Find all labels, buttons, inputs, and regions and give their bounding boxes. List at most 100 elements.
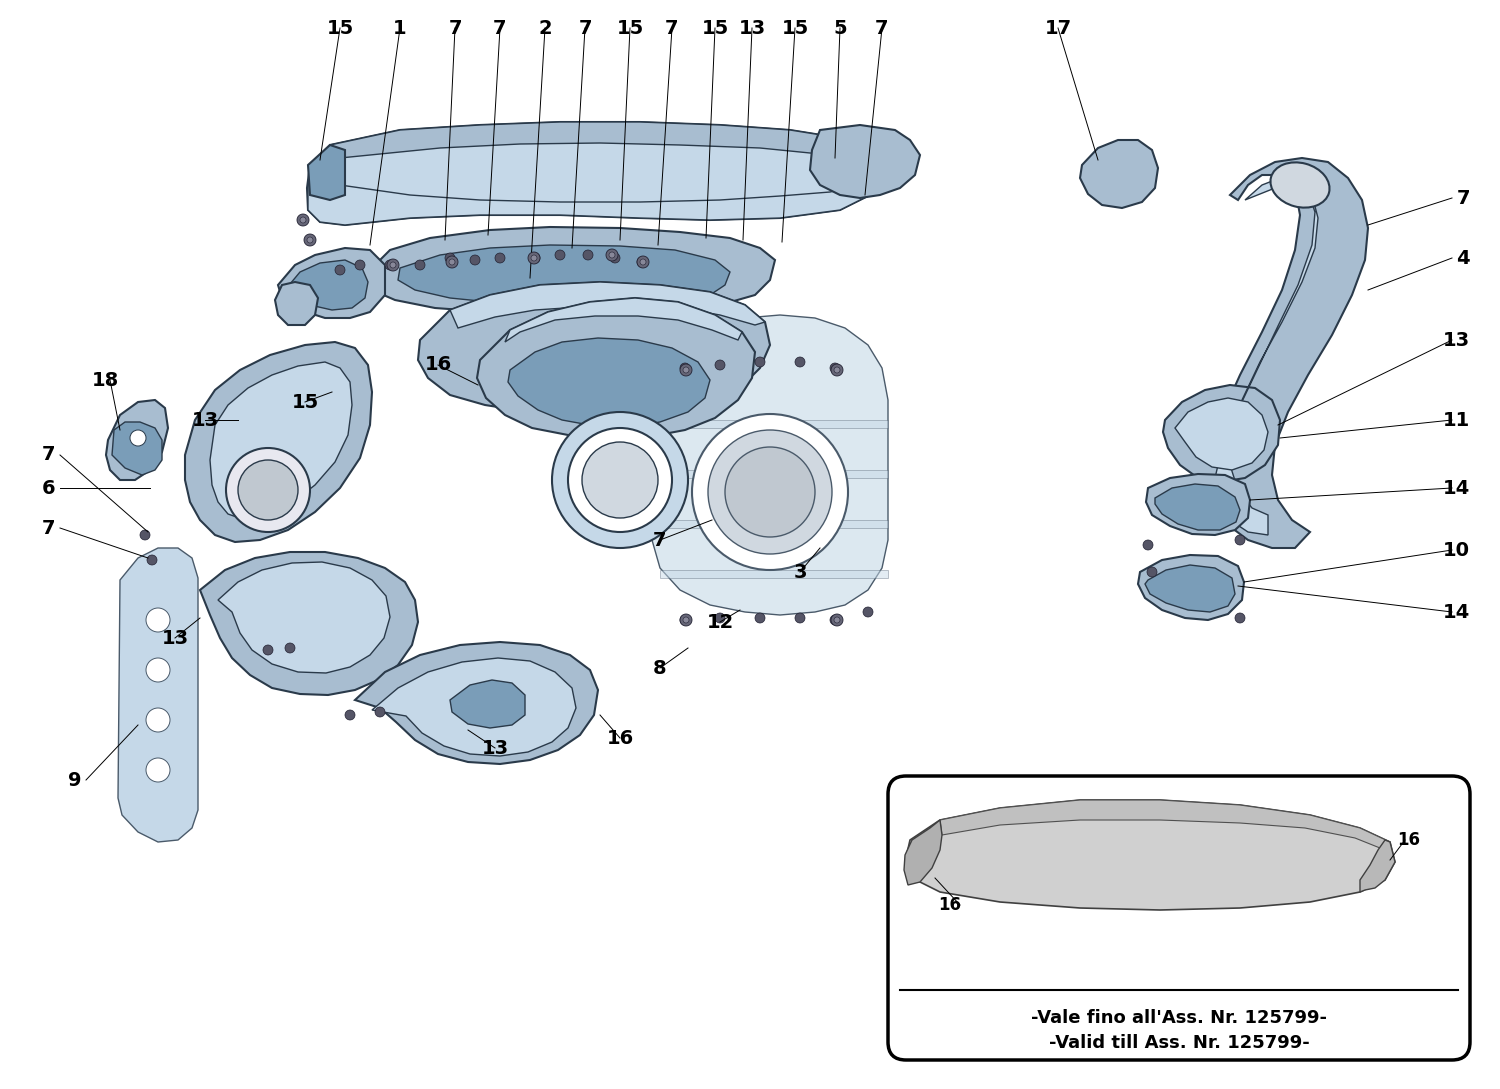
Text: -Vale fino all'Ass. Nr. 125799-: -Vale fino all'Ass. Nr. 125799- bbox=[1030, 1010, 1328, 1027]
Ellipse shape bbox=[304, 235, 315, 245]
Polygon shape bbox=[1210, 158, 1368, 548]
Ellipse shape bbox=[1270, 162, 1329, 208]
Text: 7: 7 bbox=[1456, 188, 1470, 208]
Polygon shape bbox=[1360, 840, 1395, 892]
Ellipse shape bbox=[692, 414, 847, 570]
Ellipse shape bbox=[1143, 540, 1154, 550]
Ellipse shape bbox=[680, 614, 692, 626]
Polygon shape bbox=[660, 570, 888, 578]
Ellipse shape bbox=[146, 708, 170, 732]
Polygon shape bbox=[509, 338, 710, 427]
Ellipse shape bbox=[375, 707, 386, 717]
Ellipse shape bbox=[716, 360, 724, 370]
Ellipse shape bbox=[448, 259, 454, 265]
Ellipse shape bbox=[682, 367, 688, 374]
Text: 11: 11 bbox=[1443, 411, 1470, 429]
Ellipse shape bbox=[610, 253, 620, 264]
Text: 7: 7 bbox=[42, 445, 56, 465]
Ellipse shape bbox=[416, 260, 424, 270]
Text: 9: 9 bbox=[68, 771, 81, 790]
Polygon shape bbox=[370, 227, 776, 315]
FancyBboxPatch shape bbox=[888, 776, 1470, 1060]
Text: 17: 17 bbox=[1044, 19, 1071, 37]
Polygon shape bbox=[1146, 474, 1250, 535]
Polygon shape bbox=[1174, 397, 1268, 470]
Text: 15: 15 bbox=[616, 19, 644, 37]
Ellipse shape bbox=[830, 615, 840, 625]
Ellipse shape bbox=[1234, 535, 1245, 544]
Polygon shape bbox=[372, 658, 576, 756]
Ellipse shape bbox=[495, 253, 506, 264]
Polygon shape bbox=[308, 122, 874, 225]
Ellipse shape bbox=[345, 710, 355, 720]
Text: 16: 16 bbox=[606, 729, 633, 747]
Ellipse shape bbox=[531, 255, 537, 261]
Polygon shape bbox=[274, 282, 318, 325]
Ellipse shape bbox=[285, 643, 296, 653]
Ellipse shape bbox=[147, 555, 158, 565]
Ellipse shape bbox=[1148, 567, 1156, 577]
Ellipse shape bbox=[226, 448, 310, 533]
Ellipse shape bbox=[638, 257, 646, 267]
Polygon shape bbox=[660, 470, 888, 478]
Polygon shape bbox=[506, 298, 742, 342]
Text: 10: 10 bbox=[1443, 540, 1470, 560]
Ellipse shape bbox=[831, 364, 843, 376]
Ellipse shape bbox=[297, 215, 309, 227]
Ellipse shape bbox=[262, 645, 273, 654]
Polygon shape bbox=[106, 400, 168, 480]
Ellipse shape bbox=[754, 357, 765, 367]
Ellipse shape bbox=[609, 252, 615, 258]
Polygon shape bbox=[330, 122, 870, 160]
Ellipse shape bbox=[300, 217, 306, 223]
Text: 12: 12 bbox=[706, 612, 734, 632]
Text: 6: 6 bbox=[42, 478, 56, 498]
Polygon shape bbox=[477, 298, 754, 438]
Text: 16: 16 bbox=[1396, 831, 1420, 849]
Polygon shape bbox=[450, 680, 525, 729]
Text: 13: 13 bbox=[482, 738, 508, 758]
Ellipse shape bbox=[130, 430, 146, 446]
Ellipse shape bbox=[530, 253, 540, 264]
Ellipse shape bbox=[831, 614, 843, 626]
Text: 7: 7 bbox=[448, 19, 462, 37]
Ellipse shape bbox=[552, 412, 688, 548]
Text: 15: 15 bbox=[782, 19, 808, 37]
Text: 18: 18 bbox=[92, 370, 120, 390]
Polygon shape bbox=[660, 521, 888, 528]
Ellipse shape bbox=[146, 658, 170, 682]
Text: 14: 14 bbox=[1443, 602, 1470, 622]
Polygon shape bbox=[200, 552, 418, 695]
Ellipse shape bbox=[555, 250, 566, 260]
Ellipse shape bbox=[146, 608, 170, 632]
Ellipse shape bbox=[680, 364, 692, 376]
Polygon shape bbox=[210, 362, 352, 521]
Ellipse shape bbox=[582, 442, 658, 518]
Ellipse shape bbox=[640, 259, 646, 265]
Ellipse shape bbox=[146, 758, 170, 782]
Polygon shape bbox=[650, 315, 888, 615]
Polygon shape bbox=[450, 282, 765, 328]
Ellipse shape bbox=[830, 363, 840, 374]
Polygon shape bbox=[904, 800, 1395, 910]
Ellipse shape bbox=[862, 607, 873, 617]
Text: 4: 4 bbox=[1456, 248, 1470, 268]
Polygon shape bbox=[278, 248, 386, 318]
Ellipse shape bbox=[568, 428, 672, 533]
Ellipse shape bbox=[680, 363, 690, 374]
Text: 8: 8 bbox=[652, 659, 668, 677]
Polygon shape bbox=[1138, 555, 1244, 620]
Text: 7: 7 bbox=[654, 530, 666, 550]
Ellipse shape bbox=[724, 446, 815, 537]
Polygon shape bbox=[1080, 140, 1158, 208]
Polygon shape bbox=[488, 322, 712, 400]
Text: -Valid till Ass. Nr. 125799-: -Valid till Ass. Nr. 125799- bbox=[1048, 1033, 1310, 1052]
Text: 13: 13 bbox=[162, 628, 189, 648]
Ellipse shape bbox=[754, 613, 765, 623]
Text: 13: 13 bbox=[192, 411, 219, 429]
Polygon shape bbox=[1162, 386, 1280, 482]
Ellipse shape bbox=[470, 255, 480, 265]
Ellipse shape bbox=[795, 357, 806, 367]
Ellipse shape bbox=[528, 252, 540, 264]
Polygon shape bbox=[419, 282, 770, 416]
